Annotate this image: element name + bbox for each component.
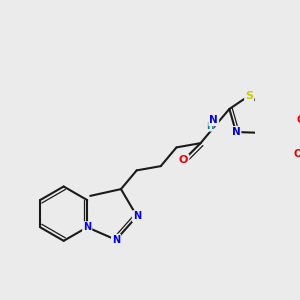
Text: S: S xyxy=(245,91,253,100)
Text: N: N xyxy=(209,115,218,125)
Text: N: N xyxy=(232,127,240,137)
Text: N: N xyxy=(112,235,120,245)
Text: N: N xyxy=(133,211,141,221)
Text: N: N xyxy=(83,222,91,232)
Text: O: O xyxy=(294,149,300,159)
Text: O: O xyxy=(296,115,300,125)
Text: H: H xyxy=(206,122,213,130)
Text: O: O xyxy=(179,155,188,165)
